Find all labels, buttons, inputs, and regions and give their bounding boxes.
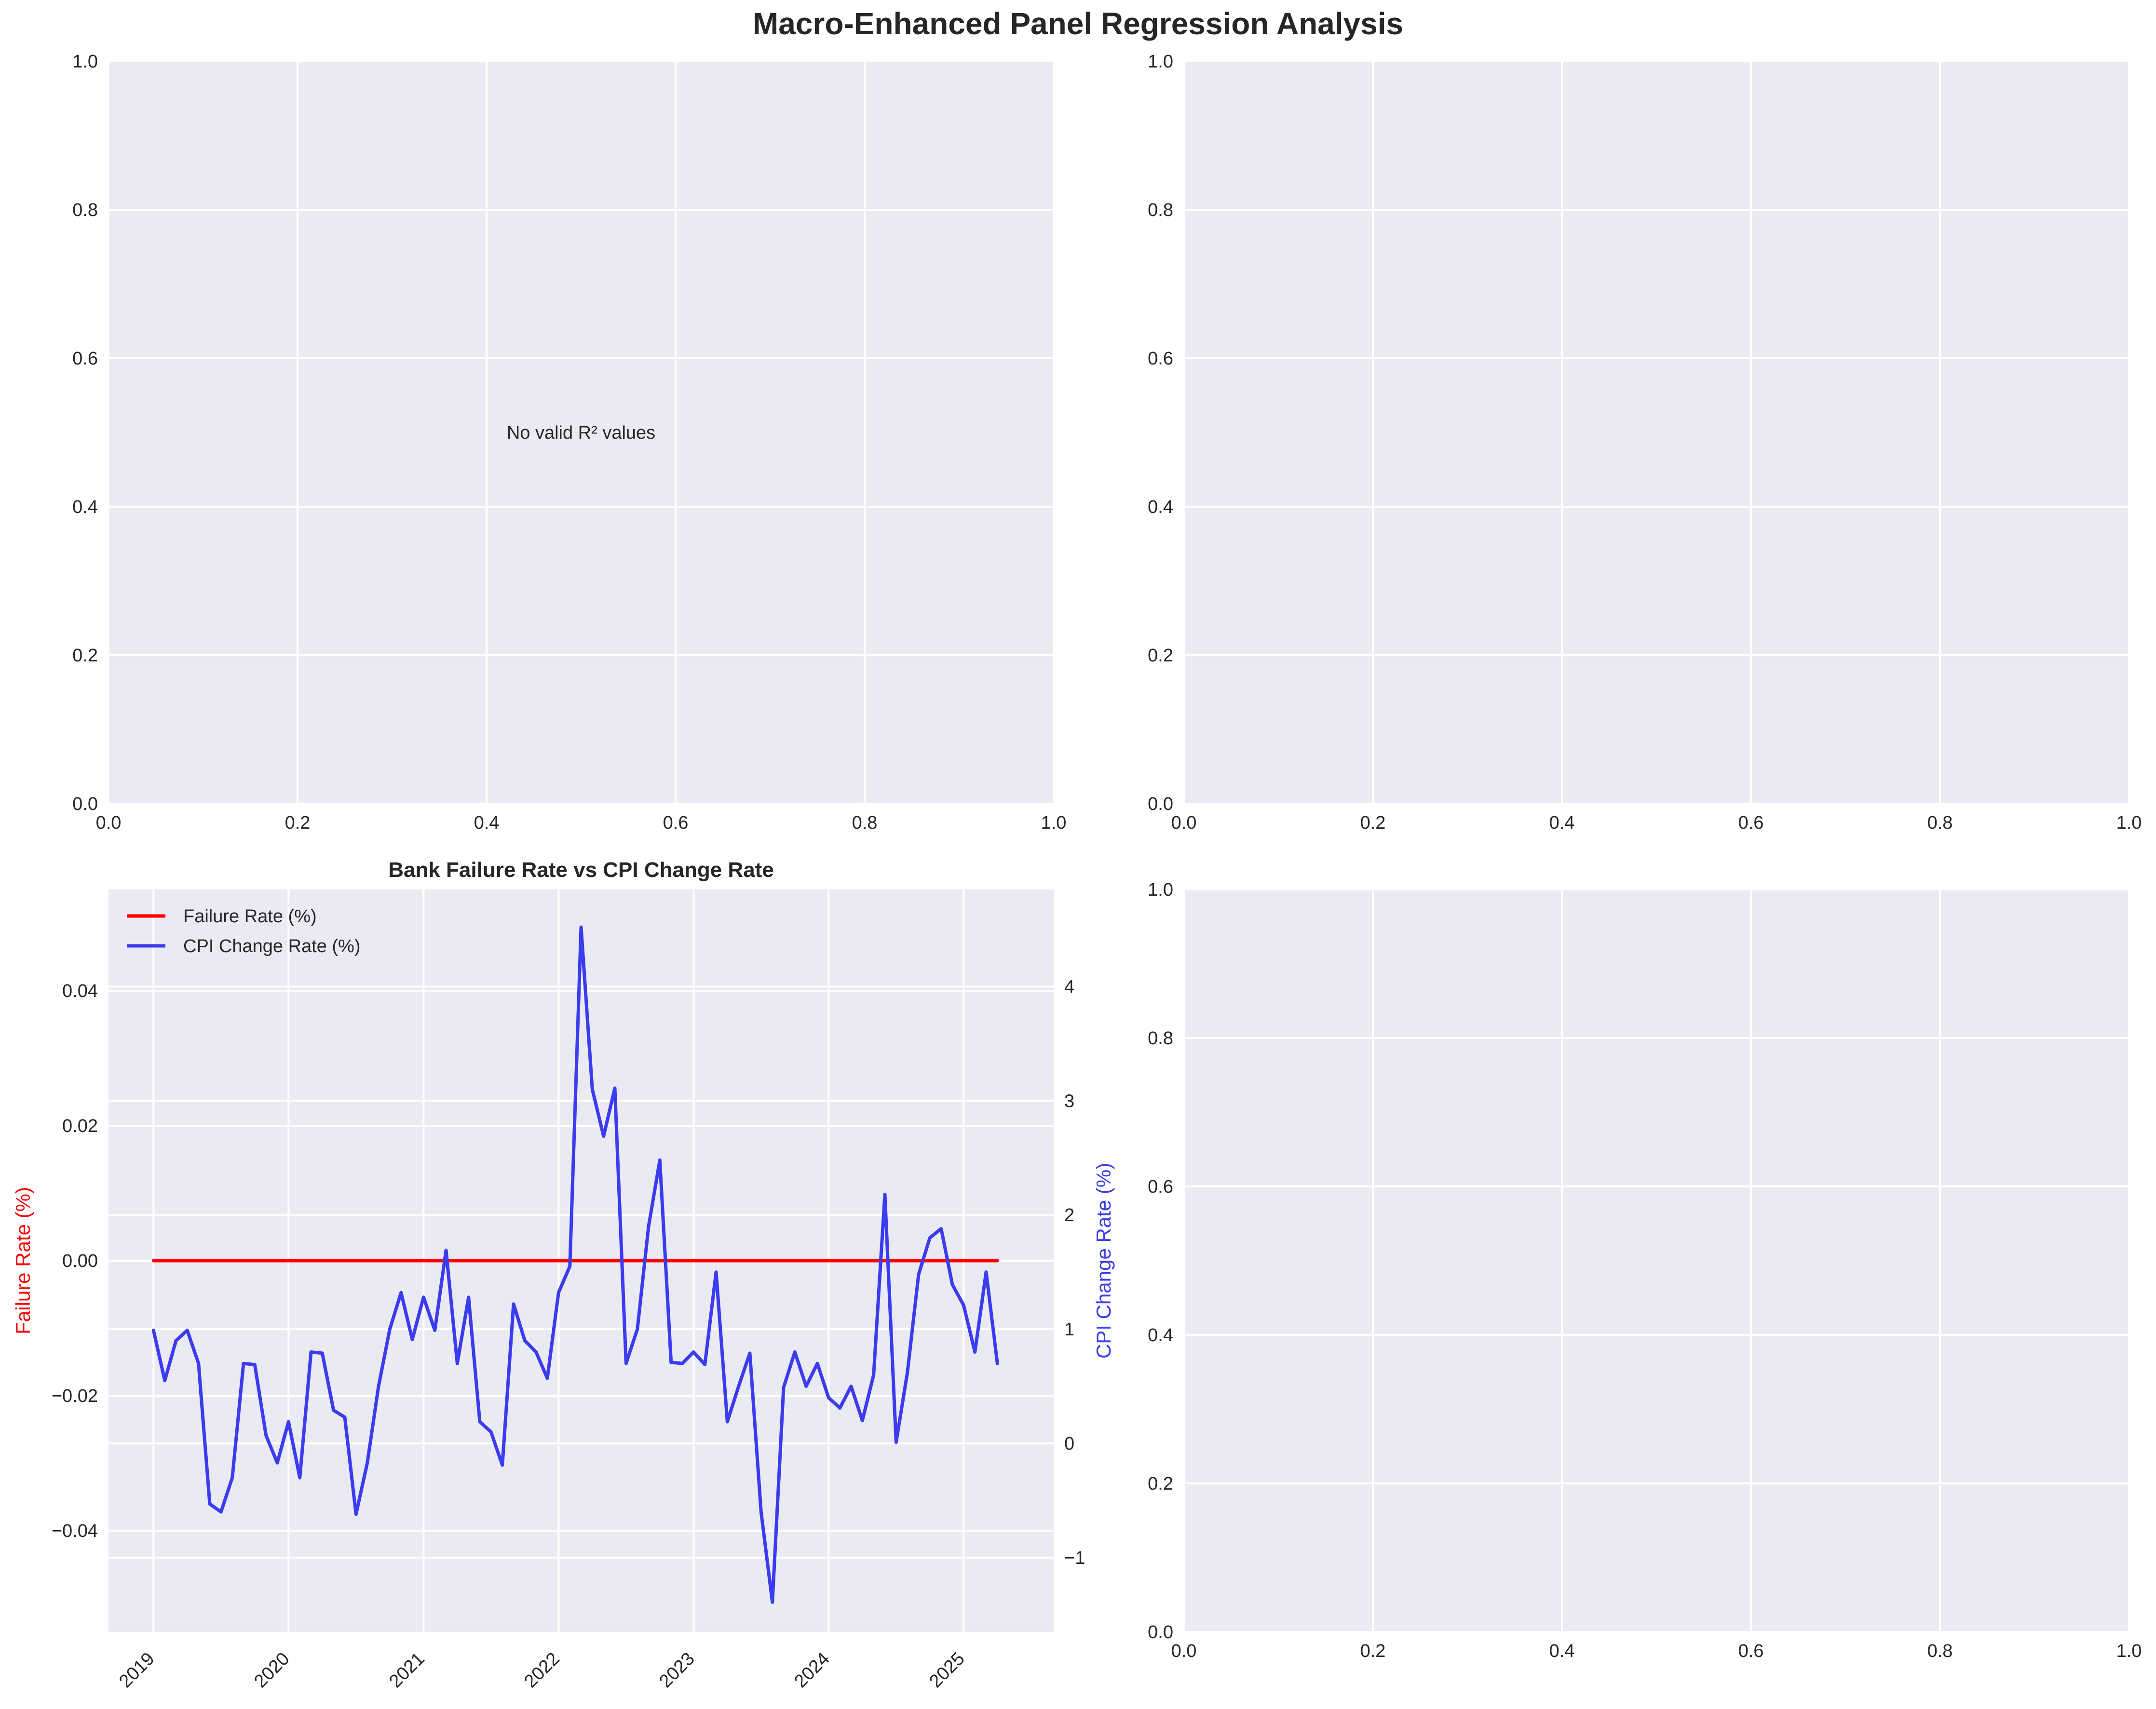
axes-0-y-tick-label: 1.0 [72,52,98,72]
line-chart-x-tick-label: 2025 [925,1649,968,1692]
axes-3-x-tick-label: 1.0 [2116,1641,2142,1661]
line-chart-y-right-tick-label: 0 [1064,1434,1074,1454]
axes-0-y-tick-label: 0.8 [72,200,98,220]
axes-3-y-tick-label: 1.0 [1148,880,1173,900]
axes-1-y-tick-label: 0.0 [1148,794,1173,814]
axes-0-y-tick-label: 0.4 [72,497,98,517]
axes-3-background [1184,889,2129,1632]
line-chart-y-tick-label: 0.00 [62,1251,98,1271]
line-chart-y-tick-label: 0.04 [62,981,98,1001]
axes-0-x-tick-label: 1.0 [1041,813,1067,833]
axes-0-x-tick-label: 0.0 [96,813,122,833]
axes-3-x-tick-label: 0.0 [1171,1641,1197,1661]
line-chart-x-tick-label: 2020 [250,1649,293,1692]
axes-1-x-tick-label: 0.2 [1360,813,1386,833]
line-chart-x-tick-label: 2021 [385,1649,428,1692]
axes-1-x-tick-label: 0.0 [1171,813,1197,833]
axes-1-y-tick-label: 1.0 [1148,52,1173,72]
line-chart-y-right-tick-label: −1 [1064,1548,1085,1568]
line-chart-x-tick-label: 2022 [520,1649,563,1692]
line-chart-y-label: Failure Rate (%) [12,1187,34,1334]
line-chart-x-tick-label: 2024 [790,1649,833,1692]
axes-3-y-tick-label: 0.4 [1148,1325,1173,1346]
cpi-change-rate-line [151,925,999,1604]
line-chart-y-right-label: CPI Change Rate (%) [1092,1163,1115,1359]
axes-0-x-tick-label: 0.2 [285,813,311,833]
axes-0-y-tick-label: 0.2 [72,646,98,666]
line-chart-x-tick-label: 2019 [115,1649,158,1692]
line-chart-y-right-tick-label: 1 [1064,1319,1074,1340]
axes-0-y-tick-label: 0.6 [72,349,98,369]
axes-1-y-tick-label: 0.8 [1148,200,1173,220]
axes-1-y-tick-label: 0.4 [1148,497,1173,517]
axes-3-y-tick-label: 0.2 [1148,1474,1173,1494]
axes-0-annotation: No valid R² values [507,423,655,443]
axes-1-background [1184,61,2129,804]
axes-3-x-tick-label: 0.8 [1927,1641,1953,1661]
axes-1-y-tick-label: 0.6 [1148,349,1173,369]
axes-3-x-tick-label: 0.6 [1738,1641,1764,1661]
line-chart-y-tick-label: −0.04 [52,1521,98,1541]
legend-label-failure-rate: Failure Rate (%) [183,906,317,927]
line-chart-y-tick-label: −0.02 [52,1386,98,1406]
axes-3-y-tick-label: 0.8 [1148,1028,1173,1049]
axes-3-y-tick-label: 0.6 [1148,1177,1173,1197]
axes-1-x-tick-label: 0.8 [1927,813,1953,833]
axes-0-x-tick-label: 0.8 [852,813,878,833]
line-chart-x-tick-label: 2023 [655,1649,698,1692]
axes-1-x-tick-label: 0.4 [1549,813,1575,833]
line-chart-title: Bank Failure Rate vs CPI Change Rate [388,858,774,882]
axes-1-x-tick-label: 0.6 [1738,813,1764,833]
axes-1-y-tick-label: 0.2 [1148,646,1173,666]
line-chart-y-tick-label: 0.02 [62,1116,98,1136]
axes-3-x-tick-label: 0.2 [1360,1641,1386,1661]
figure-title: Macro-Enhanced Panel Regression Analysis [752,6,1404,41]
axes-1-x-tick-label: 1.0 [2116,813,2142,833]
legend-label-cpi-change-rate: CPI Change Rate (%) [183,936,361,956]
axes-0-x-tick-label: 0.4 [474,813,500,833]
axes-3-x-tick-label: 0.4 [1549,1641,1575,1661]
axes-3-y-tick-label: 0.0 [1148,1622,1173,1642]
line-chart-y-right-tick-label: 3 [1064,1091,1074,1111]
axes-0-y-tick-label: 0.0 [72,794,98,814]
line-chart-y-right-tick-label: 2 [1064,1205,1074,1225]
axes-0-background [108,61,1054,804]
line-chart-y-right-tick-label: 4 [1064,977,1074,997]
axes-0-x-tick-label: 0.6 [663,813,689,833]
